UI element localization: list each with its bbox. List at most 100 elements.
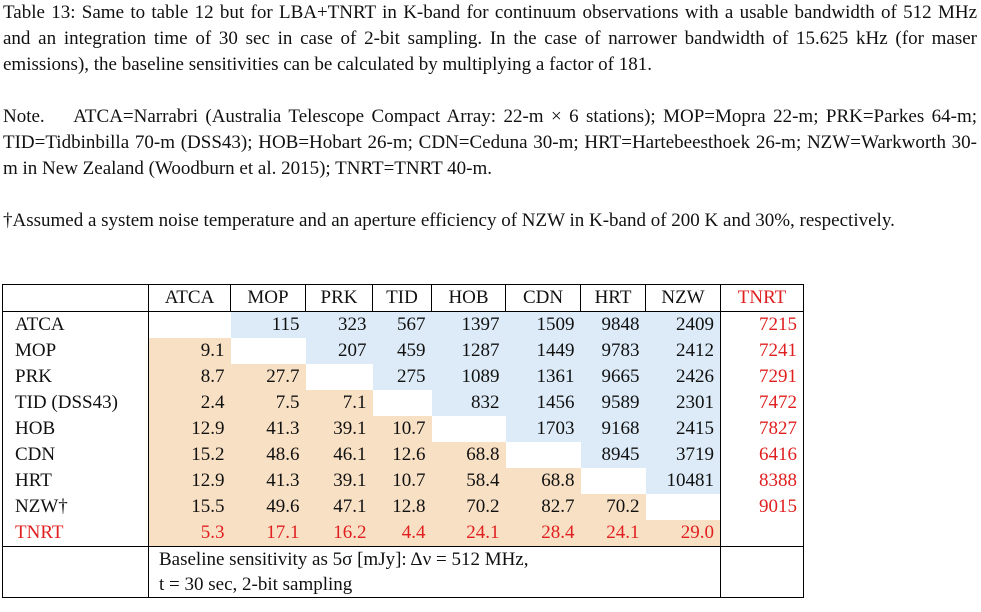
header-row: ATCA MOP PRK TID HOB CDN HRT NZW TNRT bbox=[2, 284, 804, 312]
cell: 115 bbox=[230, 311, 306, 338]
cell: 2412 bbox=[645, 338, 721, 364]
cell: 207 bbox=[305, 338, 373, 364]
row-label: TNRT bbox=[2, 520, 149, 547]
cell: 70.2 bbox=[431, 494, 506, 520]
cell: 49.6 bbox=[230, 494, 306, 520]
cell: 24.1 bbox=[431, 520, 506, 547]
column-header: CDN bbox=[505, 284, 581, 312]
note-text: ATCA=Narrabri (Australia Telescope Compa… bbox=[3, 106, 978, 179]
cell: 82.7 bbox=[505, 494, 581, 520]
cell: 2301 bbox=[645, 390, 721, 416]
cell: 68.8 bbox=[505, 468, 581, 494]
empty-cell bbox=[2, 546, 149, 598]
cell: 24.1 bbox=[580, 520, 646, 547]
cell: 323 bbox=[305, 311, 373, 338]
cell: 8388 bbox=[720, 468, 804, 494]
cell: 27.7 bbox=[230, 364, 306, 390]
empty-cell bbox=[306, 364, 373, 390]
cell: 7.5 bbox=[230, 390, 306, 416]
cell: 39.1 bbox=[305, 416, 373, 442]
cell: 9168 bbox=[580, 416, 646, 442]
cell: 10.7 bbox=[372, 416, 432, 442]
note: Note. ATCA=Narrabri (Australia Telescope… bbox=[3, 104, 977, 182]
empty-cell bbox=[432, 416, 506, 442]
column-header: HRT bbox=[580, 284, 646, 312]
cell: 1361 bbox=[505, 364, 581, 390]
row-label: PRK bbox=[2, 364, 149, 390]
empty-cell bbox=[231, 338, 306, 364]
cell: 39.1 bbox=[305, 468, 373, 494]
cell: 2426 bbox=[645, 364, 721, 390]
row-label: MOP bbox=[2, 338, 149, 364]
cell: 41.3 bbox=[230, 468, 306, 494]
column-header: PRK bbox=[305, 284, 373, 312]
cell: 28.4 bbox=[505, 520, 581, 547]
cell: 68.8 bbox=[431, 442, 506, 468]
cell: 7827 bbox=[720, 416, 804, 442]
cell: 46.1 bbox=[305, 442, 373, 468]
sensitivity-table: ATCA MOP PRK TID HOB CDN HRT NZW TNRT ATCA 115 323… bbox=[2, 284, 804, 598]
cell: 2415 bbox=[645, 416, 721, 442]
empty-cell bbox=[373, 390, 432, 416]
cell: 7291 bbox=[720, 364, 804, 390]
cell: 9015 bbox=[720, 494, 804, 520]
row-label: HRT bbox=[2, 468, 149, 494]
cell: 567 bbox=[372, 311, 432, 338]
row-label: TID (DSS43) bbox=[2, 390, 149, 416]
empty-cell bbox=[720, 520, 804, 547]
cell: 6416 bbox=[720, 442, 804, 468]
footnote: †Assumed a system noise temperature and … bbox=[3, 210, 895, 231]
cell: 7241 bbox=[720, 338, 804, 364]
cell: 275 bbox=[372, 364, 432, 390]
table-row: ATCA 115 323 567 1397 1509 9848 2409 7215 bbox=[2, 311, 804, 339]
cell: 12.8 bbox=[372, 494, 432, 520]
row-label: CDN bbox=[2, 442, 149, 468]
cell: 12.6 bbox=[372, 442, 432, 468]
cell: 9783 bbox=[580, 338, 646, 364]
table-row: PRK 8.7 27.7 275 1089 1361 9665 2426 7291 bbox=[2, 364, 804, 390]
cell: 29.0 bbox=[645, 520, 721, 547]
column-header: MOP bbox=[230, 284, 306, 312]
cell: 1089 bbox=[431, 364, 506, 390]
cell: 832 bbox=[431, 390, 506, 416]
footer-row: Baseline sensitivity as 5σ [mJy]: Δν = 5… bbox=[2, 546, 804, 598]
cell: 1287 bbox=[431, 338, 506, 364]
cell: 41.3 bbox=[230, 416, 306, 442]
cell: 9589 bbox=[580, 390, 646, 416]
row-label: ATCA bbox=[2, 311, 149, 338]
cell: 12.9 bbox=[148, 468, 231, 494]
table-row: TID (DSS43) 2.4 7.5 7.1 832 1456 9589 2301 7472 bbox=[2, 390, 804, 416]
column-header: TNRT bbox=[720, 284, 804, 312]
cell: 7.1 bbox=[305, 390, 373, 416]
table-row: HRT 12.9 41.3 39.1 10.7 58.4 68.8 10481 8388 bbox=[2, 468, 804, 494]
column-header: NZW bbox=[645, 284, 721, 312]
cell: 5.3 bbox=[148, 520, 231, 547]
cell: 7215 bbox=[720, 311, 804, 338]
empty-cell bbox=[149, 312, 231, 339]
table-row: CDN 15.2 48.6 46.1 12.6 68.8 8945 3719 6416 bbox=[2, 442, 804, 468]
footer-text: Baseline sensitivity as 5σ [mJy]: Δν = 5… bbox=[148, 546, 721, 598]
column-header: HOB bbox=[431, 284, 506, 312]
cell: 3719 bbox=[645, 442, 721, 468]
cell: 8.7 bbox=[148, 364, 231, 390]
corner bbox=[2, 284, 149, 312]
cell: 10481 bbox=[645, 468, 721, 494]
empty-cell bbox=[506, 442, 581, 468]
empty-cell bbox=[581, 468, 646, 494]
cell: 9.1 bbox=[148, 338, 231, 364]
cell: 1509 bbox=[505, 311, 581, 338]
cell: 459 bbox=[372, 338, 432, 364]
cell: 1449 bbox=[505, 338, 581, 364]
cell: 4.4 bbox=[372, 520, 432, 547]
table-row: NZW† 15.5 49.6 47.1 12.8 70.2 82.7 70.2 9015 bbox=[2, 494, 804, 520]
row-label: NZW† bbox=[2, 494, 149, 520]
cell: 2.4 bbox=[148, 390, 231, 416]
column-header: TID bbox=[372, 284, 432, 312]
cell: 1397 bbox=[431, 311, 506, 338]
column-header: ATCA bbox=[148, 284, 231, 312]
table-row: HOB 12.9 41.3 39.1 10.7 1703 9168 2415 7827 bbox=[2, 416, 804, 442]
cell: 9665 bbox=[580, 364, 646, 390]
empty-cell bbox=[646, 494, 721, 520]
cell: 8945 bbox=[580, 442, 646, 468]
cell: 16.2 bbox=[305, 520, 373, 547]
